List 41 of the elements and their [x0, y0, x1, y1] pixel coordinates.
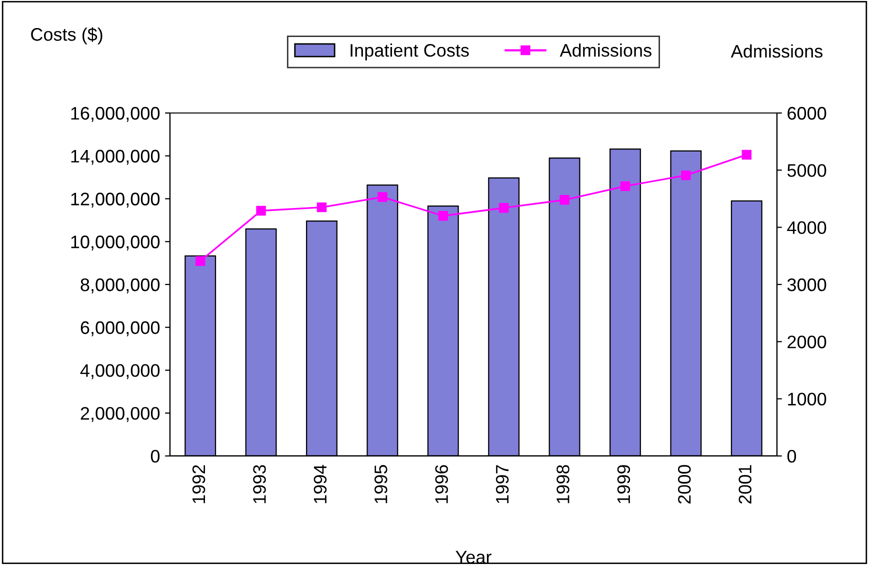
point: [742, 150, 752, 160]
y2-axis-title: Admissions: [730, 44, 822, 58]
y-tick-label: 2,000,000: [80, 407, 160, 422]
y-tick-label: 8,000,000: [80, 278, 160, 294]
y-tick-label: 12,000,000: [71, 192, 160, 208]
point: [681, 170, 691, 180]
y-tick-label: 0: [150, 450, 160, 463]
point: [316, 202, 327, 212]
y2-tick-label: 6000: [788, 106, 826, 120]
x-tick-label: 1997: [496, 465, 509, 504]
point: [195, 256, 206, 266]
point: [438, 211, 448, 221]
point: [378, 192, 388, 202]
x-tick-label: 2000: [678, 464, 691, 504]
y-tick-label: 16,000,000: [71, 106, 160, 122]
y2-tick-label: 2000: [788, 336, 826, 348]
point: [498, 203, 509, 213]
y2-tick-label: 1000: [788, 392, 826, 406]
x-tick-label: 1992: [192, 465, 206, 504]
y2-tick-label: 4000: [787, 221, 826, 234]
x-tick-label: 1999: [617, 465, 630, 504]
y-tick-label: 10,000,000: [71, 236, 160, 250]
x-tick-label: 1996: [435, 465, 448, 504]
point: [620, 181, 630, 192]
legend-label: Admissions: [560, 44, 652, 57]
y2-tick-label: 5000: [787, 164, 826, 177]
y-tick-label: 4,000,000: [80, 364, 160, 380]
legend-label: Inpatient Costs: [350, 44, 469, 60]
point: [256, 206, 266, 216]
x-tick-label: 1994: [314, 464, 327, 504]
x-tick-label: 1993: [253, 465, 266, 504]
x-tick-label: 1995: [374, 465, 388, 504]
x-tick-label: 2001: [738, 465, 752, 504]
y2-tick-label: 0: [787, 450, 796, 463]
point: [560, 195, 570, 205]
y-tick-label: 14,000,000: [71, 150, 160, 165]
y-axis-title: Costs ($): [31, 27, 102, 44]
y2-tick-label: 3000: [787, 278, 826, 292]
x-axis-title: Year: [456, 550, 492, 564]
y-tick-label: 6,000,000: [80, 321, 160, 336]
x-tick-label: 1998: [556, 465, 570, 504]
